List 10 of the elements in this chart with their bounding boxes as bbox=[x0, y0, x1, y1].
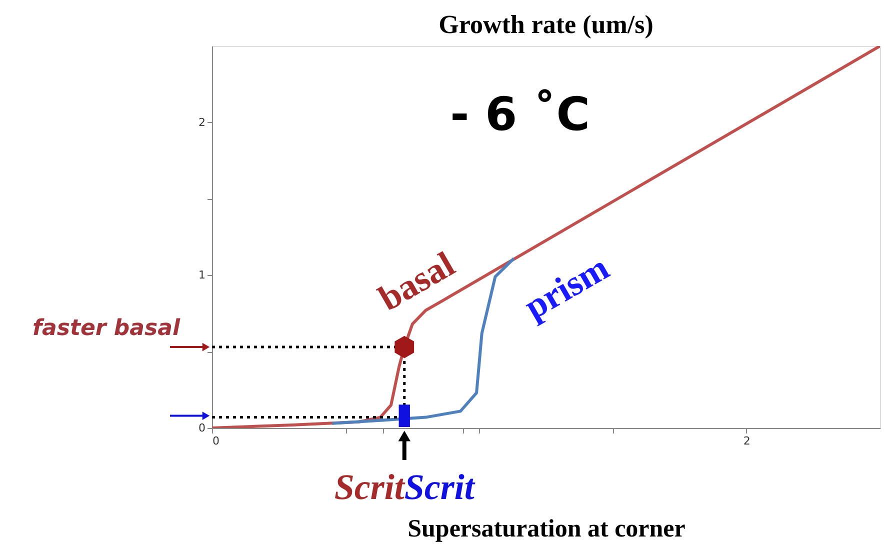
y-tick-label: 1 bbox=[198, 268, 206, 282]
x-axis-title: Supersaturation at corner bbox=[408, 516, 686, 542]
annotation: - 6 ˚C bbox=[450, 87, 590, 141]
y-tick-label: 0 bbox=[198, 422, 206, 434]
text: Scrit bbox=[404, 467, 476, 507]
chart-title: Growth rate (um/s) bbox=[438, 10, 654, 39]
text: faster basal bbox=[32, 316, 180, 341]
text: Scrit bbox=[334, 467, 406, 507]
annotation: basal bbox=[372, 244, 462, 318]
y-tick-label: 2 bbox=[198, 116, 206, 129]
